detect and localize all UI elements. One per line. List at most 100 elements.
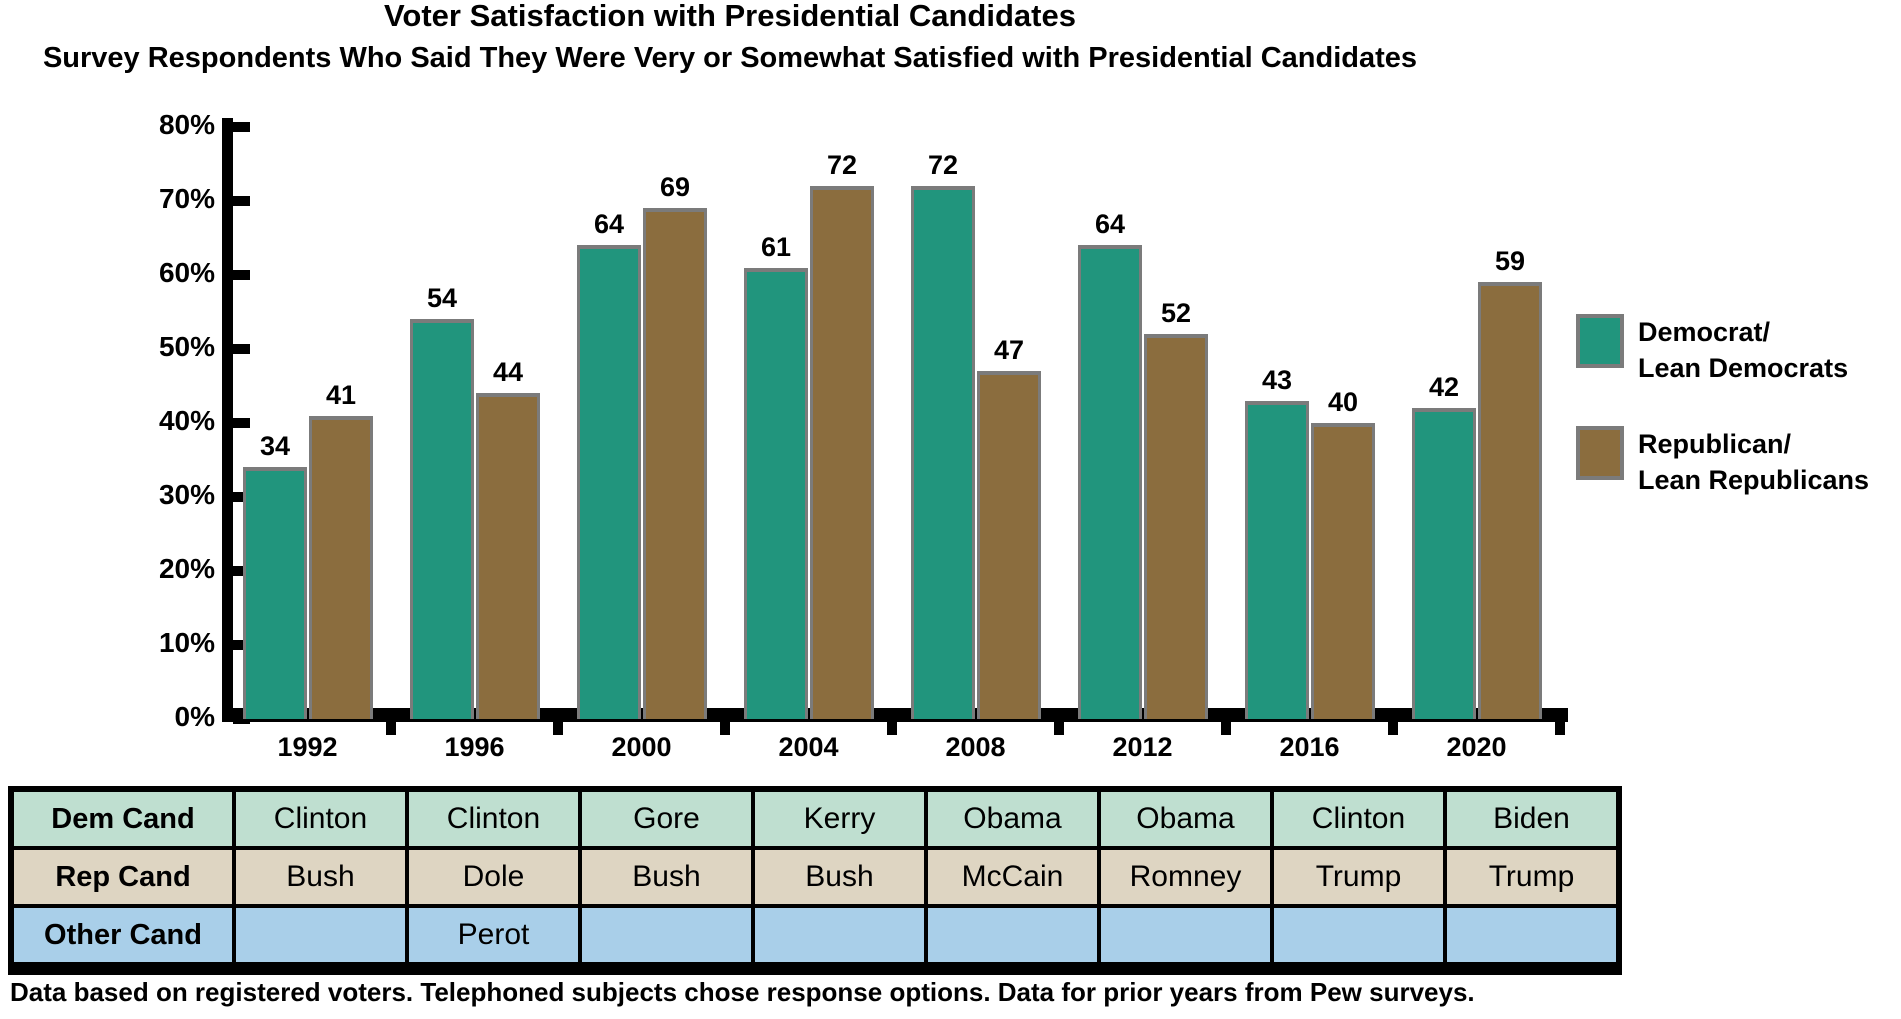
y-axis-tick-label: 30% [158,479,215,510]
y-axis-tick-label: 0% [174,701,215,732]
bar-rep-2008 [977,371,1041,719]
table-cell: Bush [578,846,755,908]
table-cell: Gore [578,787,755,850]
y-axis-tick-label: 80% [158,109,215,140]
legend-entry-democrat: Democrat/Lean Democrats [1576,314,1848,386]
y-axis-tick [233,122,250,132]
bar-value-label: 34 [259,431,291,461]
x-axis-year-label: 2012 [1112,732,1173,762]
y-axis-tick [233,344,250,354]
x-axis-year-label: 1992 [277,732,338,762]
table-row: Other Cand Perot [9,904,1621,971]
x-axis-year-label: 2016 [1279,732,1340,762]
bar-value-label: 43 [1261,365,1293,395]
table-row-label: Dem Cand [9,787,236,850]
y-axis-tick [233,640,250,650]
table-row: Dem Cand Clinton Clinton Gore Kerry Obama Obam… [9,787,1621,850]
table-cell [924,904,1101,971]
x-axis-year-label: 2008 [945,732,1006,762]
bar-value-label: 42 [1428,372,1460,402]
table-row-label: Other Cand [9,904,236,971]
bar-value-label: 52 [1160,298,1192,328]
legend-swatch-democrat [1576,314,1624,368]
bar-value-label: 59 [1494,246,1526,276]
table-cell: Kerry [751,787,928,850]
bar-value-label: 69 [659,172,691,202]
table-cell [232,904,409,971]
title-block: Voter Satisfaction with Presidential Can… [0,0,1460,75]
table-cell: Perot [405,904,582,971]
table-cell: Obama [924,787,1101,850]
y-axis-tick [233,566,250,576]
bar-value-label: 44 [492,357,524,387]
source-footnote: Data based on registered voters. Telepho… [10,977,1475,1007]
y-axis-tick [233,196,250,206]
legend-swatch-republican [1576,426,1624,480]
x-axis-tick [887,720,897,735]
chart-subtitle: Survey Respondents Who Said They Were Ve… [42,42,1418,74]
bar-value-label: 64 [593,209,625,239]
x-axis-tick [1054,720,1064,735]
bar-value-label: 47 [993,335,1025,365]
bar-dem-1996 [410,319,474,719]
table-cell: Trump [1270,846,1447,908]
x-axis-year-label: 2000 [611,732,672,762]
bar-rep-2020 [1478,282,1542,719]
table-cell: Romney [1097,846,1274,908]
x-axis-tick [386,720,396,735]
y-axis-tick-label: 60% [158,257,215,288]
table-cell [1097,904,1274,971]
x-axis-year-label: 2004 [778,732,839,762]
y-axis-tick [233,492,250,502]
bar-rep-2012 [1144,334,1208,719]
table-cell [1443,904,1621,971]
table-row: Rep Cand Bush Dole Bush Bush McCain Romney Trum… [9,846,1621,908]
table-cell [751,904,928,971]
table-cell: Clinton [405,787,582,850]
y-axis-tick-label: 20% [158,553,215,584]
x-axis-tick [1555,720,1565,735]
table-cell: Bush [232,846,409,908]
bar-dem-2020 [1412,408,1476,719]
x-axis-year-label: 2020 [1446,732,1507,762]
bar-rep-2016 [1311,423,1375,719]
y-axis-tick-label: 40% [158,405,215,436]
candidate-table: Dem Cand Clinton Clinton Gore Kerry Obama Obam… [8,786,1622,975]
y-axis-tick-label: 70% [158,183,215,214]
bar-rep-2000 [643,208,707,719]
x-axis-tick [1221,720,1231,735]
y-axis-tick [233,418,250,428]
bar-dem-2008 [911,186,975,719]
y-axis-tick-label: 50% [158,331,215,362]
x-axis-year-label: 1996 [444,732,505,762]
bar-value-label: 64 [1094,209,1126,239]
x-axis-line [222,708,1568,722]
bar-value-label: 72 [927,150,959,180]
table-cell [578,904,755,971]
table-cell: Bush [751,846,928,908]
chart-title: Voter Satisfaction with Presidential Can… [384,0,1076,33]
bar-dem-2012 [1078,245,1142,719]
x-axis-tick [553,720,563,735]
bar-dem-2000 [577,245,641,719]
y-axis-tick [233,270,250,280]
table-cell: Clinton [232,787,409,850]
bar-value-label: 72 [826,150,858,180]
legend-label-line2: Lean Republicans [1638,465,1870,495]
table-cell: Clinton [1270,787,1447,850]
x-axis-tick [720,720,730,735]
bar-rep-2004 [810,186,874,719]
legend-label-line1: Democrat/ [1638,317,1771,347]
bar-value-label: 40 [1327,387,1359,417]
bar-value-label: 41 [325,380,357,410]
bar-rep-1992 [309,416,373,719]
y-axis-tick [233,714,250,724]
bar-value-label: 54 [426,283,458,313]
legend-label-line2: Lean Democrats [1638,353,1849,383]
table-cell: Trump [1443,846,1621,908]
x-axis-tick [1388,720,1398,735]
y-axis-line [222,118,233,722]
y-axis-tick-label: 10% [158,627,215,658]
bar-dem-1992 [243,467,307,719]
